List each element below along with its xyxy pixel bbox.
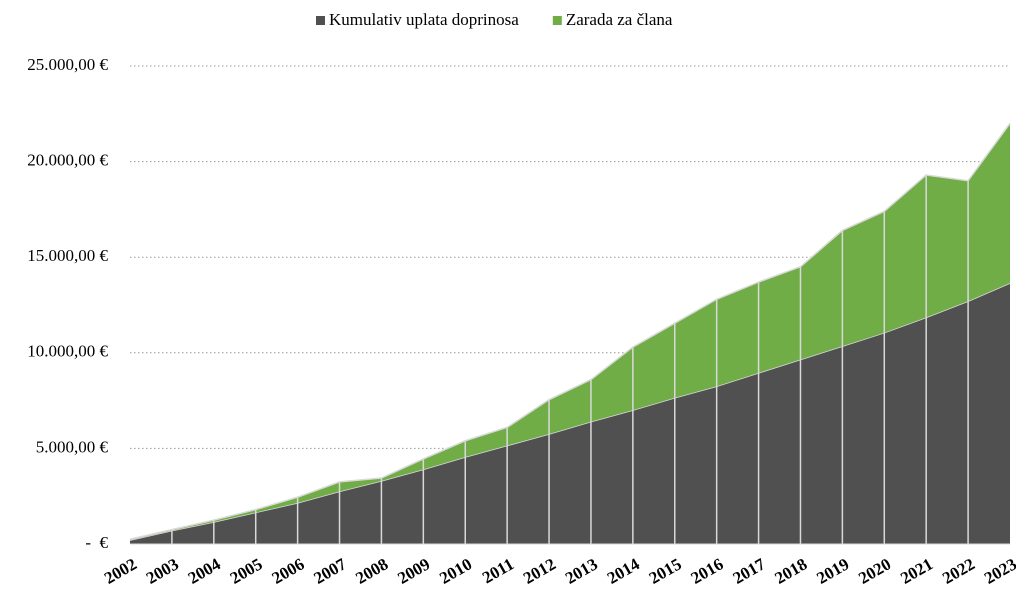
y-tick-label: 5.000,00 € bbox=[36, 437, 109, 456]
x-tick-label: 2013 bbox=[562, 554, 601, 587]
x-tick-label: 2010 bbox=[436, 554, 475, 587]
x-tick-label: 2006 bbox=[269, 554, 308, 587]
x-tick-label: 2004 bbox=[185, 554, 224, 588]
x-tick-label: 2005 bbox=[227, 554, 266, 587]
x-tick-label: 2021 bbox=[897, 554, 936, 587]
x-tick-label: 2002 bbox=[101, 554, 140, 587]
x-tick-label: 2012 bbox=[520, 554, 559, 587]
area bbox=[130, 283, 1010, 544]
x-tick-label: 2014 bbox=[604, 554, 643, 588]
legend-label: Kumulativ uplata doprinosa bbox=[329, 10, 519, 29]
y-tick-label: - € bbox=[85, 533, 108, 552]
y-tick-label: 10.000,00 € bbox=[27, 342, 108, 361]
y-tick-label: 25.000,00 € bbox=[27, 55, 108, 74]
area bbox=[130, 123, 1010, 541]
x-tick-label: 2022 bbox=[939, 554, 978, 587]
x-tick-label: 2017 bbox=[730, 554, 769, 588]
x-tick-label: 2015 bbox=[646, 554, 685, 587]
y-tick-label: 15.000,00 € bbox=[27, 246, 108, 265]
legend-swatch bbox=[316, 16, 325, 25]
legend-swatch bbox=[552, 16, 562, 25]
x-tick-label: 2016 bbox=[688, 554, 727, 587]
x-tick-label: 2023 bbox=[981, 554, 1016, 587]
x-tick-label: 2009 bbox=[394, 554, 433, 587]
legend-label: Zarada za člana bbox=[566, 10, 673, 29]
x-tick-label: 2011 bbox=[479, 554, 517, 587]
x-tick-label: 2008 bbox=[352, 554, 391, 587]
x-tick-label: 2007 bbox=[311, 554, 350, 588]
x-tick-label: 2003 bbox=[143, 554, 182, 587]
x-tick-label: 2020 bbox=[855, 554, 894, 587]
x-tick-label: 2019 bbox=[813, 554, 852, 587]
y-tick-label: 20.000,00 € bbox=[27, 151, 108, 170]
area-edge bbox=[129, 122, 1011, 540]
x-tick-label: 2018 bbox=[771, 554, 810, 587]
